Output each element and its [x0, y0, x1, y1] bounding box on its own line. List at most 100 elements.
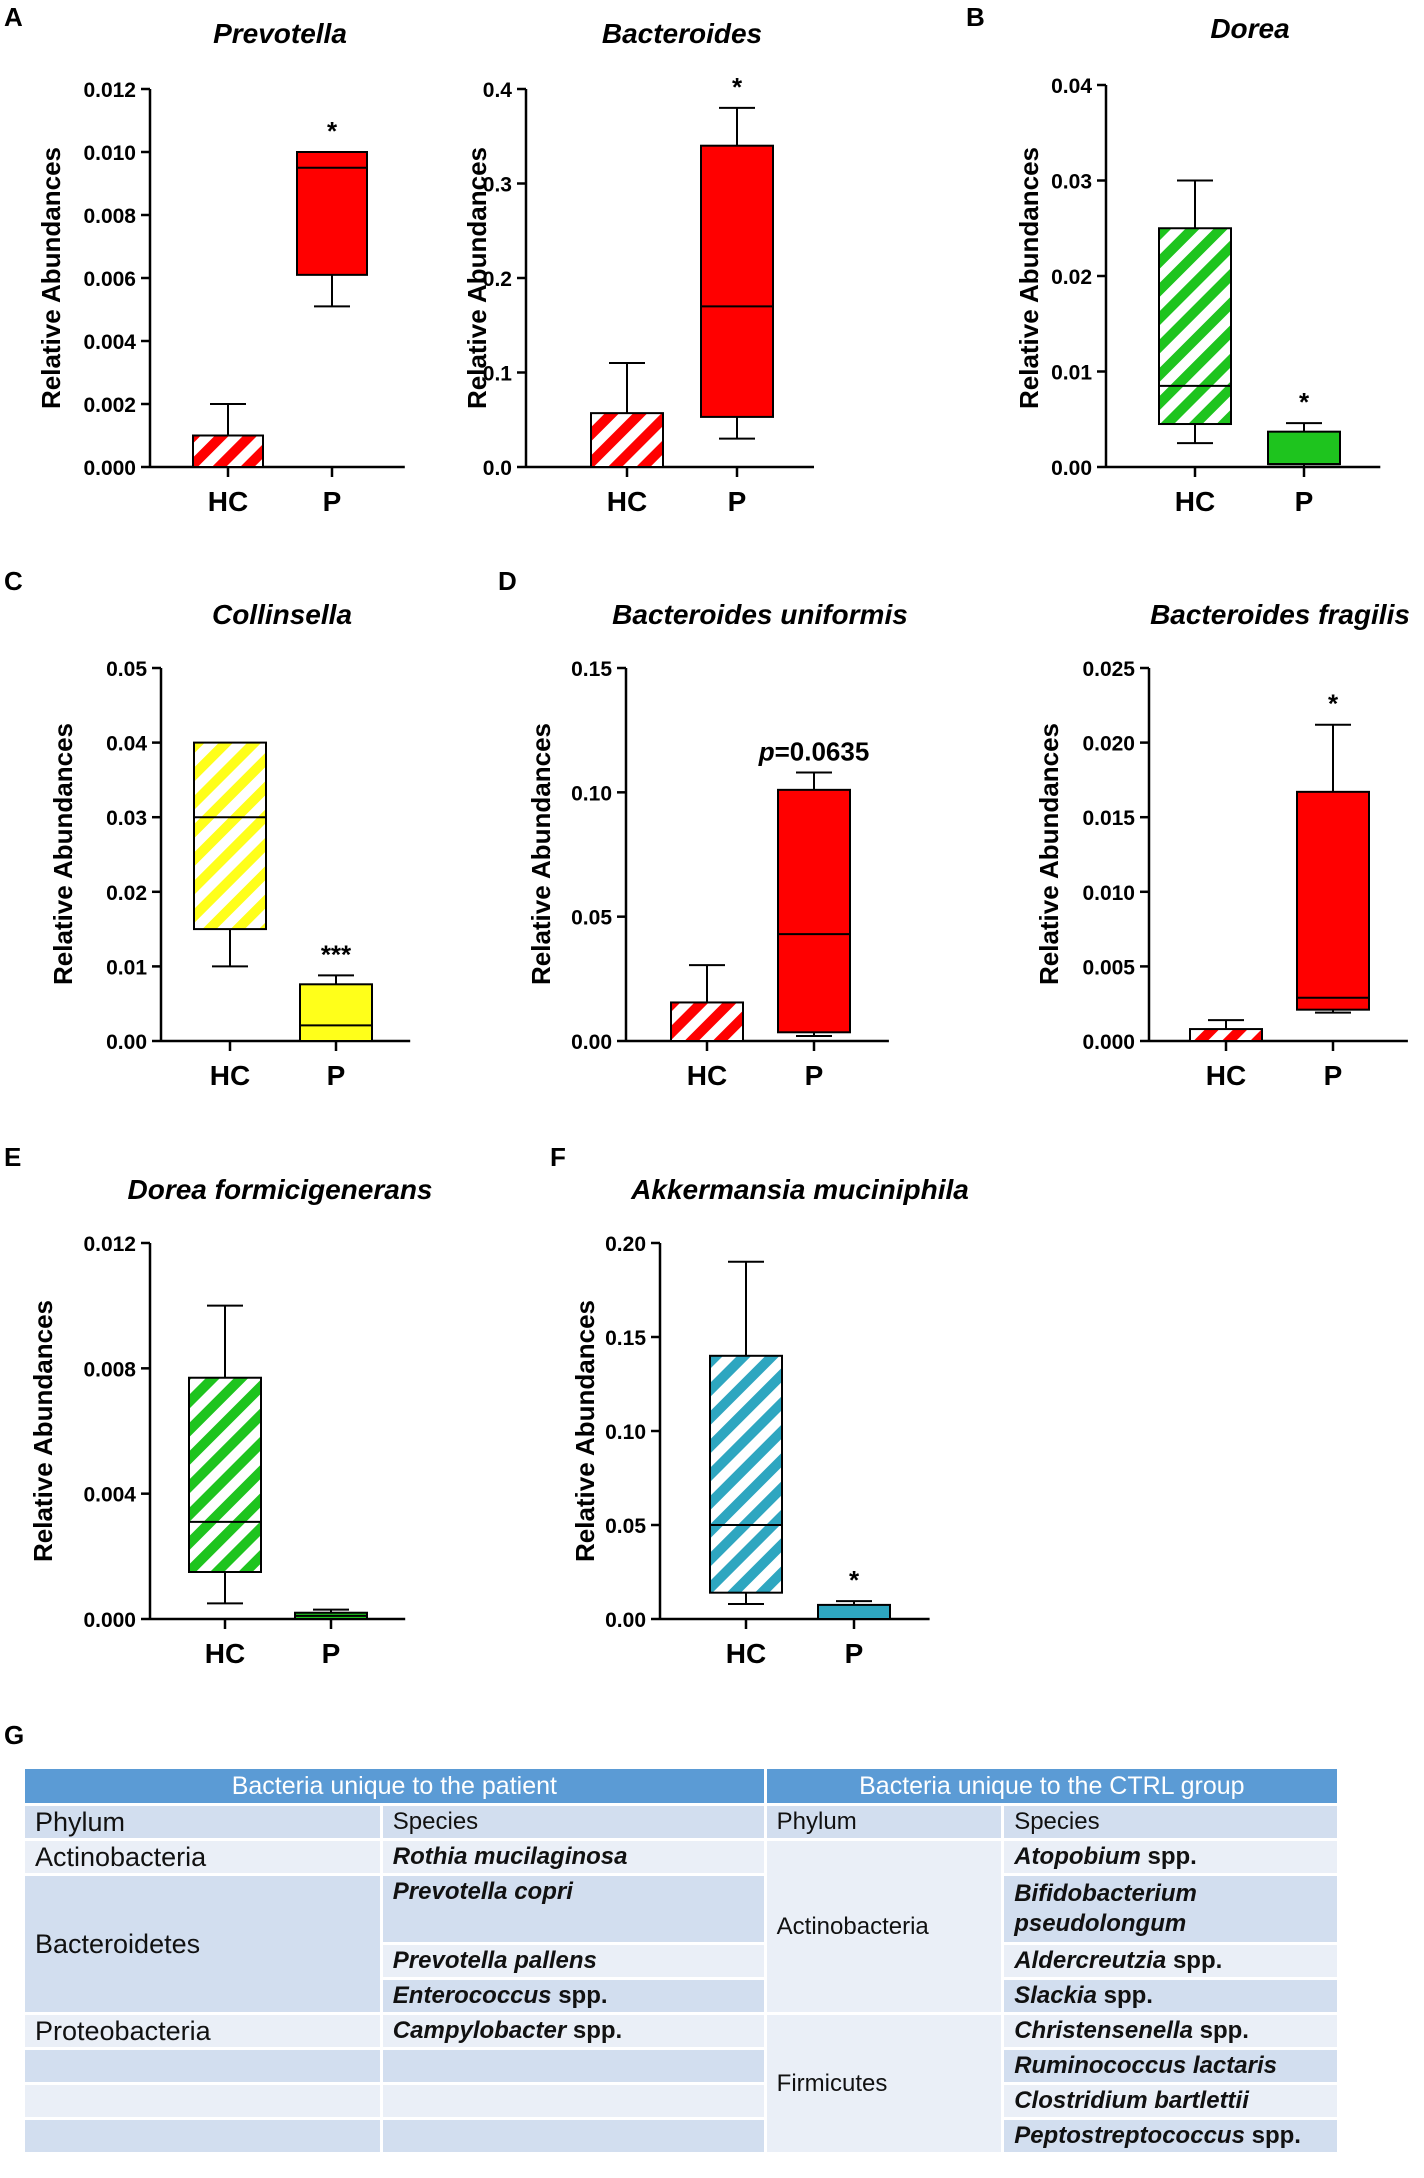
- cell-species-genus: Slackia: [1014, 1982, 1097, 2009]
- cell-species-genus: Aldercreutzia: [1014, 1947, 1167, 1974]
- y-tick-label: 0.01: [1051, 362, 1092, 385]
- y-tick-label: 0.04: [1051, 75, 1092, 98]
- box-hc: [1158, 227, 1232, 426]
- cell-species-genus: Enterococcus: [392, 1982, 552, 2009]
- table-row: Clostridium bartlettii: [25, 2085, 1337, 2117]
- header-patient: Bacteria unique to the patient: [25, 1769, 764, 1803]
- x-tick-label: P: [327, 1060, 346, 1091]
- chart-panel: A Prevotella Relative Abundances 0.000 0.002…: [4, 2, 405, 517]
- y-tick-label: 0.000: [1082, 1031, 1135, 1054]
- cell-phylum: Bacteroidetes: [25, 1876, 380, 2012]
- cell-species-genus: Campylobacter: [392, 2017, 567, 2044]
- x-tick-label: P: [322, 1638, 341, 1669]
- x-tick-label: HC: [205, 1638, 245, 1669]
- y-tick-label: 0.015: [1082, 807, 1135, 830]
- cell-species-ctrl: Bifidobacterium pseudolongum: [1004, 1876, 1337, 1942]
- x-tick-label: HC: [1206, 1060, 1246, 1091]
- y-axis-label: Relative Abundances: [1014, 147, 1044, 409]
- y-tick-label: 0.000: [83, 457, 136, 480]
- box-hc: [188, 1376, 262, 1573]
- table-header-row: Bacteria unique to the patient Bacteria …: [25, 1769, 1337, 1803]
- box-p: [1296, 790, 1370, 1011]
- box-p: [777, 788, 851, 1034]
- significance-label: *: [1299, 387, 1310, 417]
- spp-label: spp.: [1103, 1982, 1153, 2009]
- x-tick-label: P: [728, 486, 747, 517]
- y-tick-label: 0.03: [1051, 171, 1092, 194]
- cell-species-ctrl: Ruminococcus lactaris: [1004, 2050, 1337, 2082]
- col-species-patient: Species: [382, 1806, 764, 1838]
- empty-cell: [382, 2085, 764, 2117]
- panel-label: D: [498, 566, 517, 596]
- chart-panel: F Akkermansia muciniphila Relative Abundan…: [550, 1142, 969, 1669]
- significance-label: ***: [321, 939, 352, 969]
- x-tick-label: HC: [687, 1060, 727, 1091]
- chart-panel: C Collinsella Relative Abundances 0.00 0.01 0…: [4, 566, 411, 1091]
- y-tick-label: 0.000: [83, 1609, 136, 1632]
- box-hc: [590, 412, 664, 469]
- y-tick-label: 0.004: [83, 1484, 136, 1507]
- cell-species-genus: Peptostreptococcus: [1014, 2122, 1245, 2149]
- spp-label: spp.: [1147, 1843, 1197, 1870]
- empty-cell: [25, 2120, 380, 2152]
- x-tick-label: P: [323, 486, 342, 517]
- y-tick-label: 0.025: [1082, 658, 1135, 681]
- empty-cell: [382, 2120, 764, 2152]
- spp-label: spp.: [558, 1982, 608, 2009]
- y-tick-label: 0.002: [83, 394, 136, 417]
- y-tick-label: 0.00: [106, 1031, 147, 1054]
- chart-panel: D Bacteroides uniformis Relative Abundance…: [498, 566, 908, 1091]
- cell-species: Prevotella pallens: [382, 1945, 764, 1977]
- y-tick-label: 0.3: [483, 174, 512, 197]
- table-row: Prevotella pallens Aldercreutzia spp.: [25, 1945, 1337, 1977]
- chart-title: Dorea: [1210, 13, 1289, 44]
- panel-label: C: [4, 566, 23, 596]
- chart-title: Bacteroides: [602, 18, 762, 49]
- table-row: Actinobacteria Rothia mucilaginosa Actin…: [25, 1841, 1337, 2012]
- x-tick-label: HC: [1175, 486, 1215, 517]
- y-tick-label: 0.04: [106, 733, 147, 756]
- y-tick-label: 0.4: [483, 79, 513, 102]
- y-tick-label: 0.1: [483, 363, 513, 386]
- y-tick-label: 0.02: [1051, 266, 1092, 289]
- box-p: [299, 983, 373, 1043]
- y-tick-label: 0.012: [83, 79, 136, 102]
- box-hc: [192, 434, 264, 468]
- y-tick-label: 0.05: [605, 1515, 646, 1538]
- chart-title: Bacteroides fragilis: [1150, 599, 1410, 630]
- box-p: [700, 144, 774, 418]
- table-row: Proteobacteria Campylobacter spp. Firmic…: [25, 2015, 1337, 2152]
- table-row: Enterococcus spp. Slackia spp.: [25, 1980, 1337, 2012]
- chart-title: Bacteroides uniformis: [612, 599, 908, 630]
- significance-label: *: [732, 72, 743, 102]
- y-axis-label: Relative Abundances: [36, 147, 66, 409]
- y-tick-label: 0.005: [1082, 956, 1135, 979]
- cell-species-genus: Atopobium: [1014, 1843, 1141, 1870]
- y-axis-label: Relative Abundances: [526, 723, 556, 985]
- x-tick-label: P: [845, 1638, 864, 1669]
- y-tick-label: 0.01: [106, 956, 147, 979]
- empty-cell: [25, 2085, 380, 2117]
- empty-cell: [25, 2050, 380, 2082]
- panel-label: F: [550, 1142, 566, 1172]
- spp-label: spp.: [572, 2017, 623, 2044]
- spp-label: spp.: [1199, 2017, 1249, 2044]
- box-p: [817, 1603, 891, 1621]
- col-phylum-patient: Phylum: [25, 1806, 380, 1838]
- charts-layer: A Prevotella Relative Abundances 0.000 0.002…: [4, 2, 1410, 1669]
- y-tick-label: 0.00: [1051, 457, 1092, 480]
- empty-cell: [382, 2050, 764, 2082]
- p-symbol: p: [758, 736, 775, 766]
- cell-species: Prevotella copri: [382, 1876, 764, 1942]
- y-axis-label: Relative Abundances: [1034, 723, 1064, 985]
- panel-label: B: [966, 2, 985, 32]
- cell-species-ctrl: Clostridium bartlettii: [1004, 2085, 1337, 2117]
- chart-panel: Bacteroides fragilis Relative Abundances 0…: [1034, 599, 1410, 1091]
- spp-label: spp.: [1172, 1947, 1223, 1974]
- y-axis-label: Relative Abundances: [462, 147, 492, 409]
- chart-panel: Bacteroides Relative Abundances 0.0 0.1 0.2 0…: [462, 18, 814, 517]
- x-tick-label: HC: [726, 1638, 766, 1669]
- box-hc: [709, 1354, 783, 1594]
- cell-phylum: Actinobacteria: [25, 1841, 380, 1873]
